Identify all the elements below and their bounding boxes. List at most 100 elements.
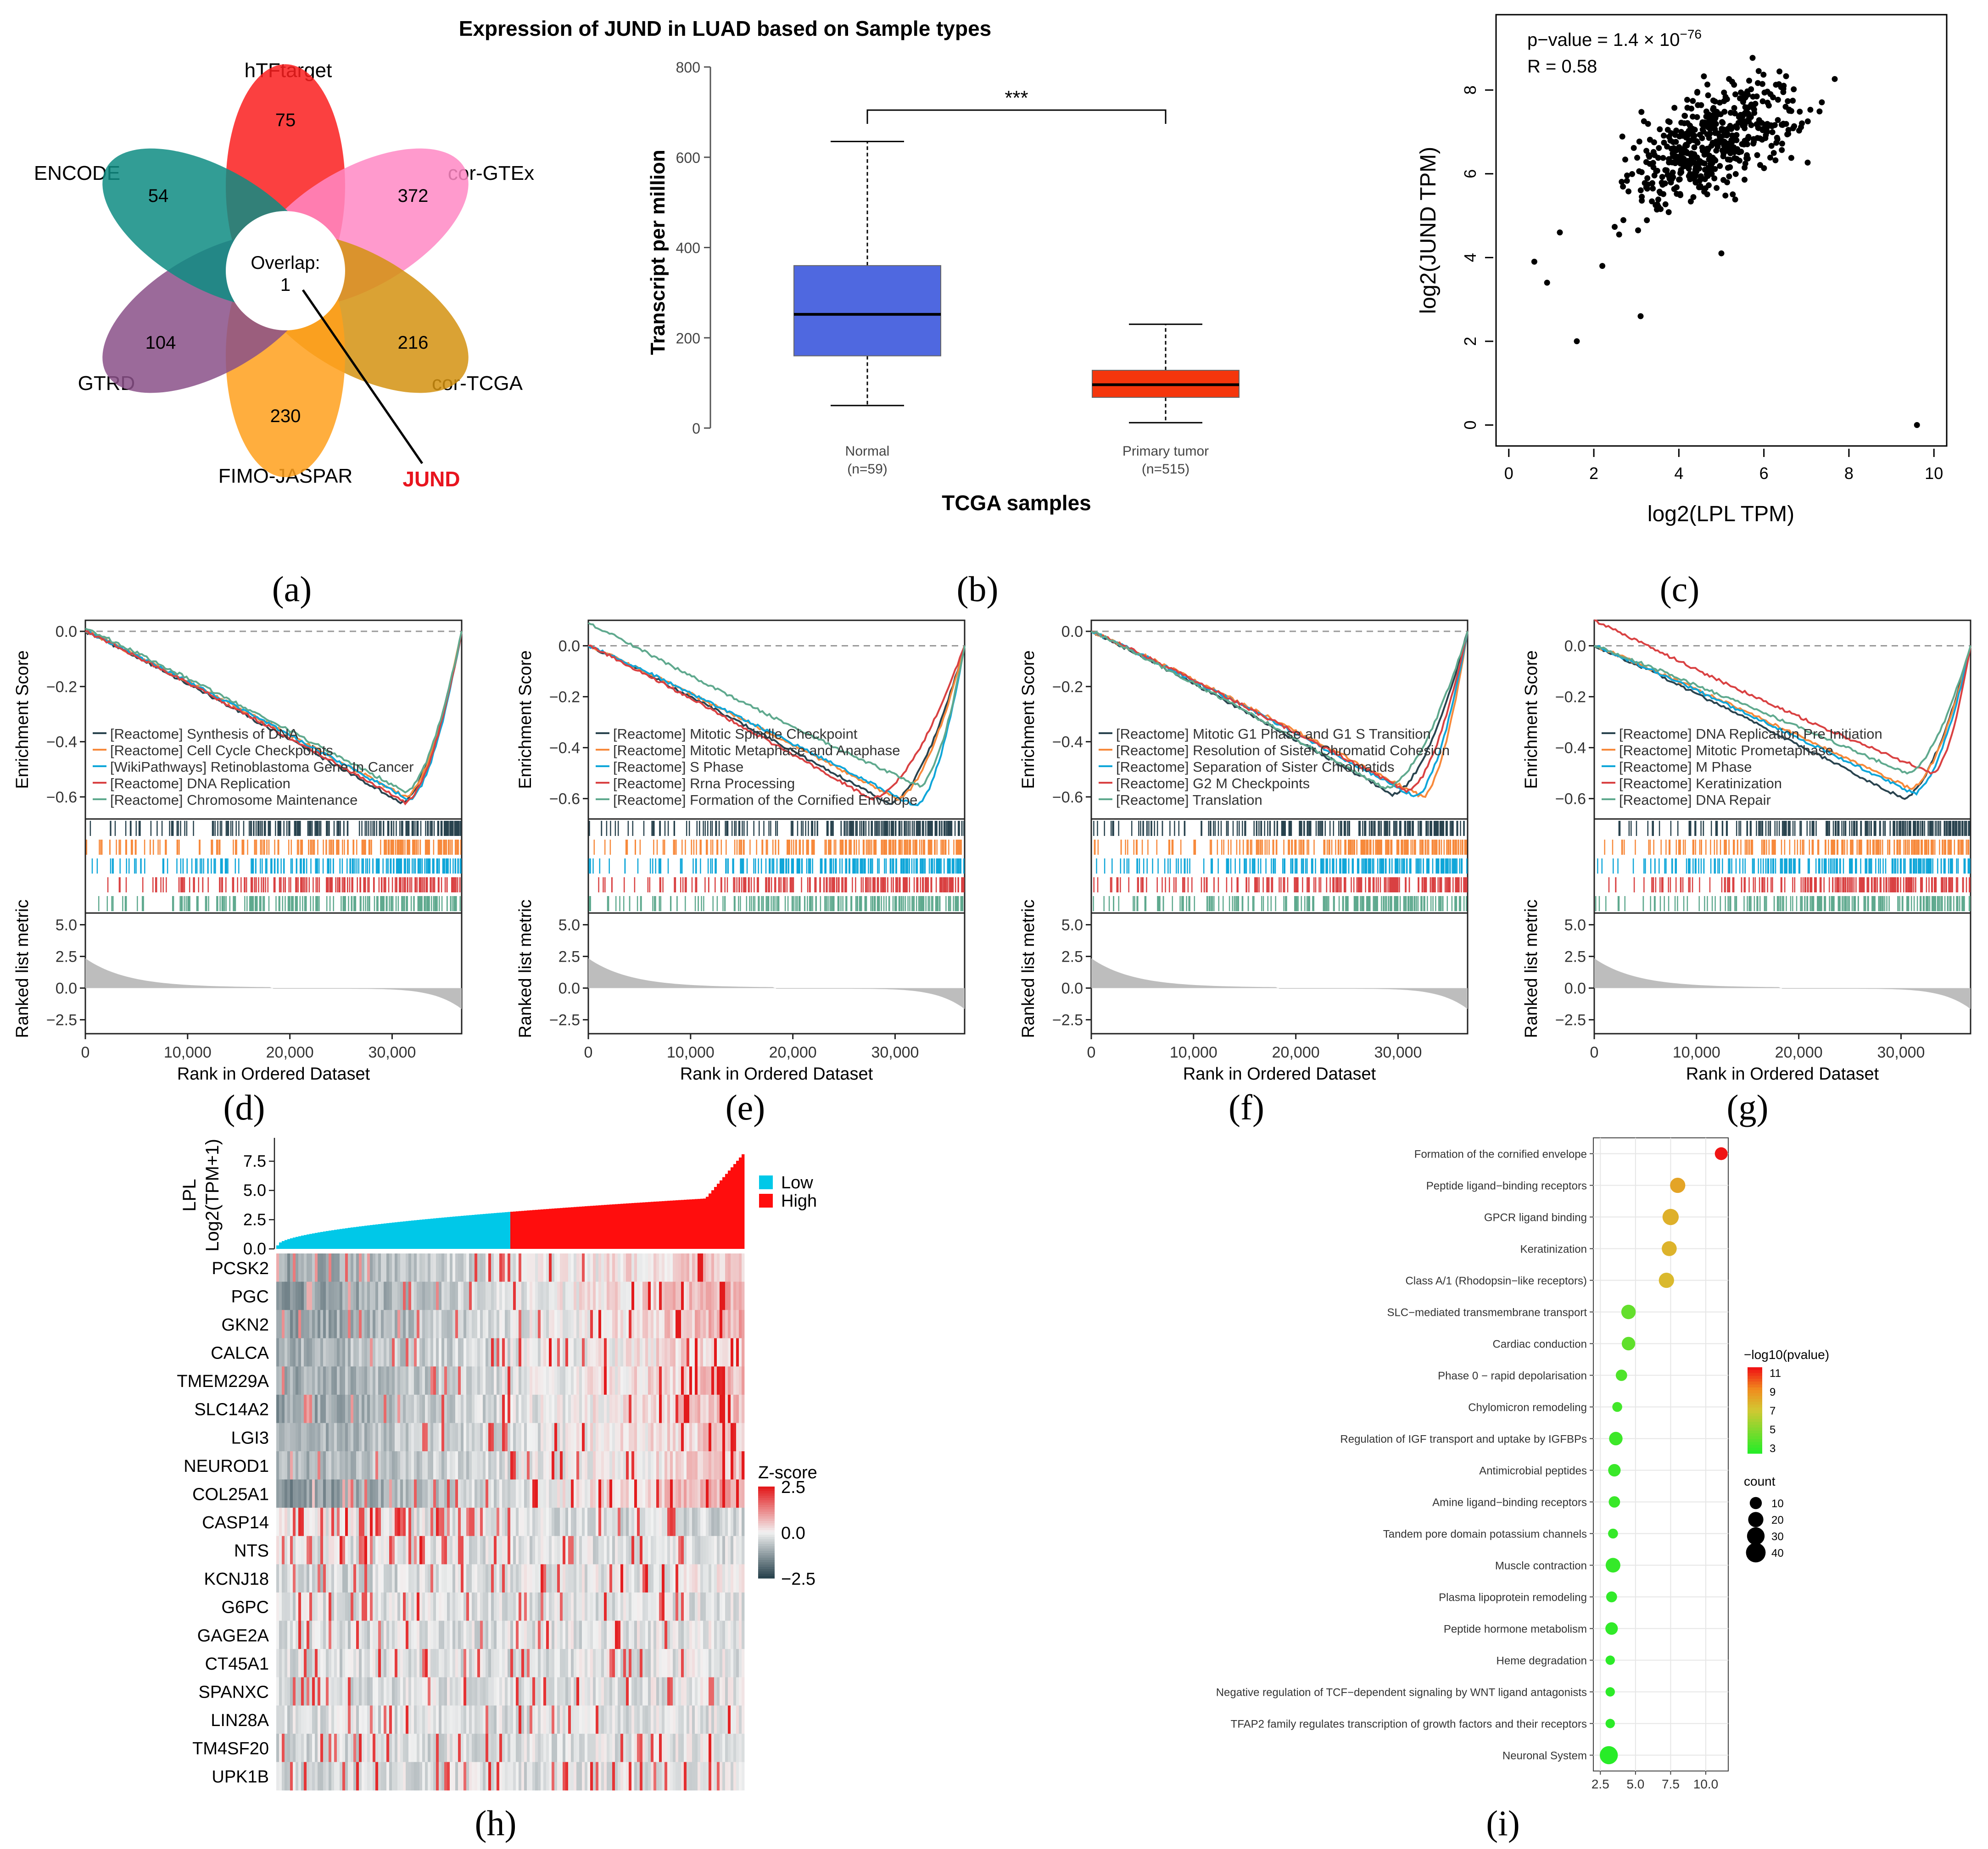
expression-bar: [519, 1211, 522, 1249]
expression-bar: [378, 1224, 381, 1249]
expression-bar: [626, 1203, 629, 1249]
heatmap-cell: [653, 1253, 657, 1282]
gsea-x-label: Rank in Ordered Dataset: [1686, 1064, 1879, 1084]
gsea-es-curve-1: [588, 644, 966, 801]
gsea-legend-label: [Reactome] Mitotic Metaphase and Anaphas…: [613, 742, 900, 758]
heatmap-cell: [282, 1281, 285, 1310]
heatmap-cell: [309, 1281, 313, 1310]
gsea-es-label: Enrichment Score: [516, 650, 535, 789]
expression-bar: [590, 1206, 593, 1249]
scatter-point: [1731, 149, 1737, 156]
gsea-legend-label: [Reactome] Chromosome Maintenance: [110, 792, 357, 808]
heatmap-cell: [563, 1253, 566, 1282]
scatter-point: [1625, 188, 1632, 195]
gsea-es-label: Enrichment Score: [1019, 650, 1038, 789]
heatmap-cell: [601, 1253, 604, 1282]
heatmap-cell: [541, 1253, 544, 1282]
scatter-point: [1804, 159, 1811, 166]
heatmap-cell: [703, 1253, 706, 1282]
gsea-metric-tick-label: 0.0: [56, 980, 77, 997]
scatter-point: [1770, 150, 1777, 156]
heatmap-cells: [276, 1253, 745, 1791]
expression-bar: [532, 1210, 536, 1249]
expression-bar: [709, 1193, 712, 1249]
expression-bar: [722, 1177, 726, 1249]
expression-bar: [601, 1205, 604, 1249]
heatmap-cell: [422, 1253, 425, 1282]
scatter-point: [1807, 106, 1814, 113]
heatmap-cell: [626, 1253, 629, 1282]
expression-bar: [488, 1213, 491, 1249]
scatter-point: [1656, 145, 1662, 151]
expression-bar: [516, 1211, 519, 1249]
significance-bracket: [866, 109, 1167, 124]
heatmap-cell: [351, 1253, 354, 1282]
heatmap-cell: [659, 1253, 662, 1282]
heatmap-cell: [667, 1253, 670, 1282]
panel-c-scatter: 0 2 4 6 8 10 0 2 4 6 8 p−value = 1.4 × 10−76 R = 0…: [1416, 14, 1948, 609]
expression-bar: [293, 1237, 296, 1249]
expression-bar: [384, 1223, 387, 1249]
group-n-normal: (n=59): [847, 462, 888, 477]
expression-bar: [714, 1187, 717, 1249]
heatmap-cell: [477, 1253, 480, 1282]
scatter-point: [1651, 139, 1657, 145]
scatter-point: [1644, 175, 1651, 181]
heatmap-cell: [543, 1253, 547, 1282]
expression-bar: [334, 1230, 337, 1249]
gsea-x-tick-label: 0: [1590, 1044, 1599, 1061]
expression-bar: [618, 1204, 621, 1249]
heatmap-cell: [631, 1253, 635, 1282]
scatter-x-label: log2(LPL TPM): [1647, 502, 1794, 526]
gsea-es-curve-2: [587, 645, 966, 807]
scatter-x-tick-label: 0: [1504, 464, 1513, 483]
scatter-point: [1767, 155, 1773, 161]
scatter-point: [1678, 129, 1684, 135]
scatter-point: [1769, 129, 1776, 135]
heatmap-ylabel-lpl: LPL: [179, 1179, 200, 1211]
expression-bar: [373, 1225, 376, 1249]
scatter-y-label: log2(JUND TPM): [1416, 147, 1441, 314]
heatmap-cell: [444, 1253, 447, 1282]
scatter-point: [1620, 217, 1626, 223]
gsea-legend-label: [Reactome] M Phase: [1619, 759, 1752, 775]
gsea-es-tick-label: −0.2: [549, 689, 580, 706]
expression-bar: [521, 1211, 525, 1249]
scatter-point: [1709, 155, 1716, 161]
expression-bar: [403, 1221, 406, 1249]
expression-bar: [301, 1236, 304, 1249]
heatmap-cell: [447, 1253, 450, 1282]
gsea-es-tick-label: −0.4: [1555, 740, 1586, 757]
expression-bar: [441, 1217, 445, 1249]
gsea-x-tick-label: 10,000: [1170, 1044, 1217, 1061]
scatter-point: [1722, 192, 1729, 199]
gsea-es-curve-3: [588, 644, 966, 801]
expression-bar: [386, 1223, 390, 1249]
heatmap-cell: [736, 1253, 739, 1282]
scatter-point: [1674, 184, 1680, 190]
gsea-metric-tick-label: −2.5: [1052, 1012, 1083, 1029]
expression-bar: [676, 1200, 679, 1249]
scatter-point: [1653, 202, 1659, 208]
scatter-point: [1657, 126, 1663, 133]
gsea-es-curve-3: [1594, 619, 1971, 775]
heatmap-cell: [720, 1253, 723, 1282]
expression-y-tick-label: 0.0: [243, 1239, 266, 1258]
heatmap-cell: [689, 1253, 692, 1282]
expression-bar: [364, 1225, 368, 1249]
gsea-x-tick-label: 10,000: [164, 1044, 212, 1061]
venn-count-2: 216: [398, 333, 429, 353]
scatter-point: [1732, 110, 1738, 117]
heatmap-cell: [463, 1253, 467, 1282]
scatter-point: [1782, 104, 1789, 110]
expression-bar: [483, 1214, 486, 1249]
gsea-x-tick-label: 20,000: [1775, 1044, 1823, 1061]
expression-bar: [733, 1164, 737, 1249]
expression-bar: [298, 1236, 302, 1249]
scatter-point: [1690, 113, 1696, 120]
scatter-point: [1798, 124, 1804, 130]
heatmap-cell: [353, 1281, 357, 1310]
expression-bar: [574, 1207, 577, 1249]
heatmap-cell: [323, 1281, 326, 1310]
heatmap-cell: [607, 1253, 610, 1282]
